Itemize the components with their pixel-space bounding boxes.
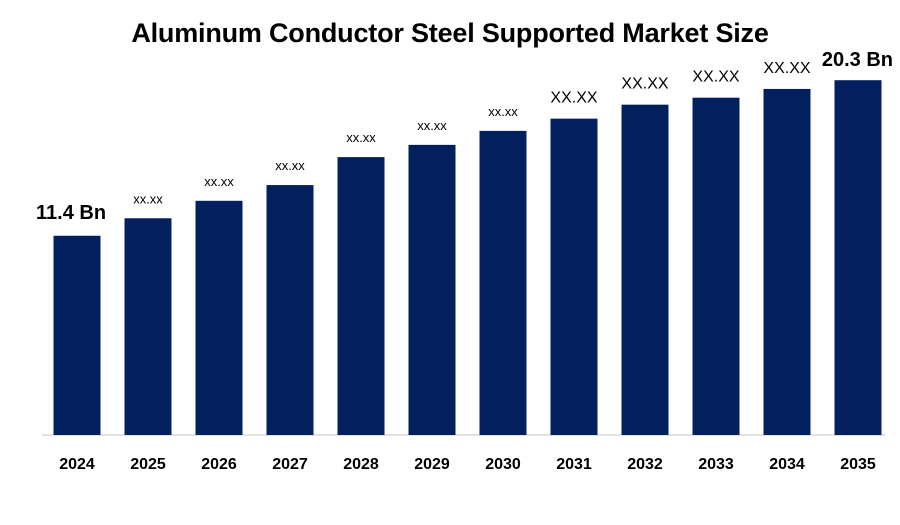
bar-2035: [834, 80, 882, 436]
bar-2032: [621, 104, 669, 435]
data-label: xx.xx: [417, 118, 447, 133]
data-label: XX.XX: [692, 69, 739, 86]
data-label: 20.3 Bn: [822, 49, 893, 71]
bar-2029: [408, 144, 456, 436]
data-label: xx.xx: [133, 191, 163, 206]
x-tick-label: 2033: [698, 456, 734, 473]
bar-2027: [266, 185, 314, 435]
x-tick-label: 2028: [343, 456, 379, 473]
bar-2025: [124, 218, 172, 435]
bar-2026: [195, 200, 243, 435]
data-label: xx.xx: [346, 130, 376, 145]
bar-2031: [550, 118, 598, 435]
x-tick-label: 2026: [201, 456, 237, 473]
bar-2028: [337, 157, 385, 435]
data-label: XX.XX: [763, 60, 810, 77]
x-tick-label: 2029: [414, 456, 450, 473]
bar-2024: [53, 235, 101, 435]
bar-2034: [763, 88, 811, 435]
data-label: XX.XX: [550, 90, 597, 107]
x-tick-label: 2025: [130, 456, 166, 473]
data-label: xx.xx: [275, 158, 305, 173]
x-tick-label: 2030: [485, 456, 521, 473]
x-tick-label: 2027: [272, 456, 308, 473]
x-tick-label: 2031: [556, 456, 592, 473]
data-label: 11.4 Bn: [36, 202, 106, 224]
data-label: XX.XX: [621, 76, 668, 93]
bar-2030: [479, 130, 527, 435]
x-tick-label: 2035: [840, 456, 876, 473]
chart-title: Aluminum Conductor Steel Supported Marke…: [131, 18, 769, 48]
x-tick-label: 2032: [627, 456, 663, 473]
data-label: xx.xx: [204, 174, 234, 189]
x-tick-label: 2034: [769, 456, 805, 473]
data-label: xx.xx: [488, 104, 518, 119]
bar-2033: [692, 97, 740, 435]
x-tick-label: 2024: [59, 456, 95, 473]
